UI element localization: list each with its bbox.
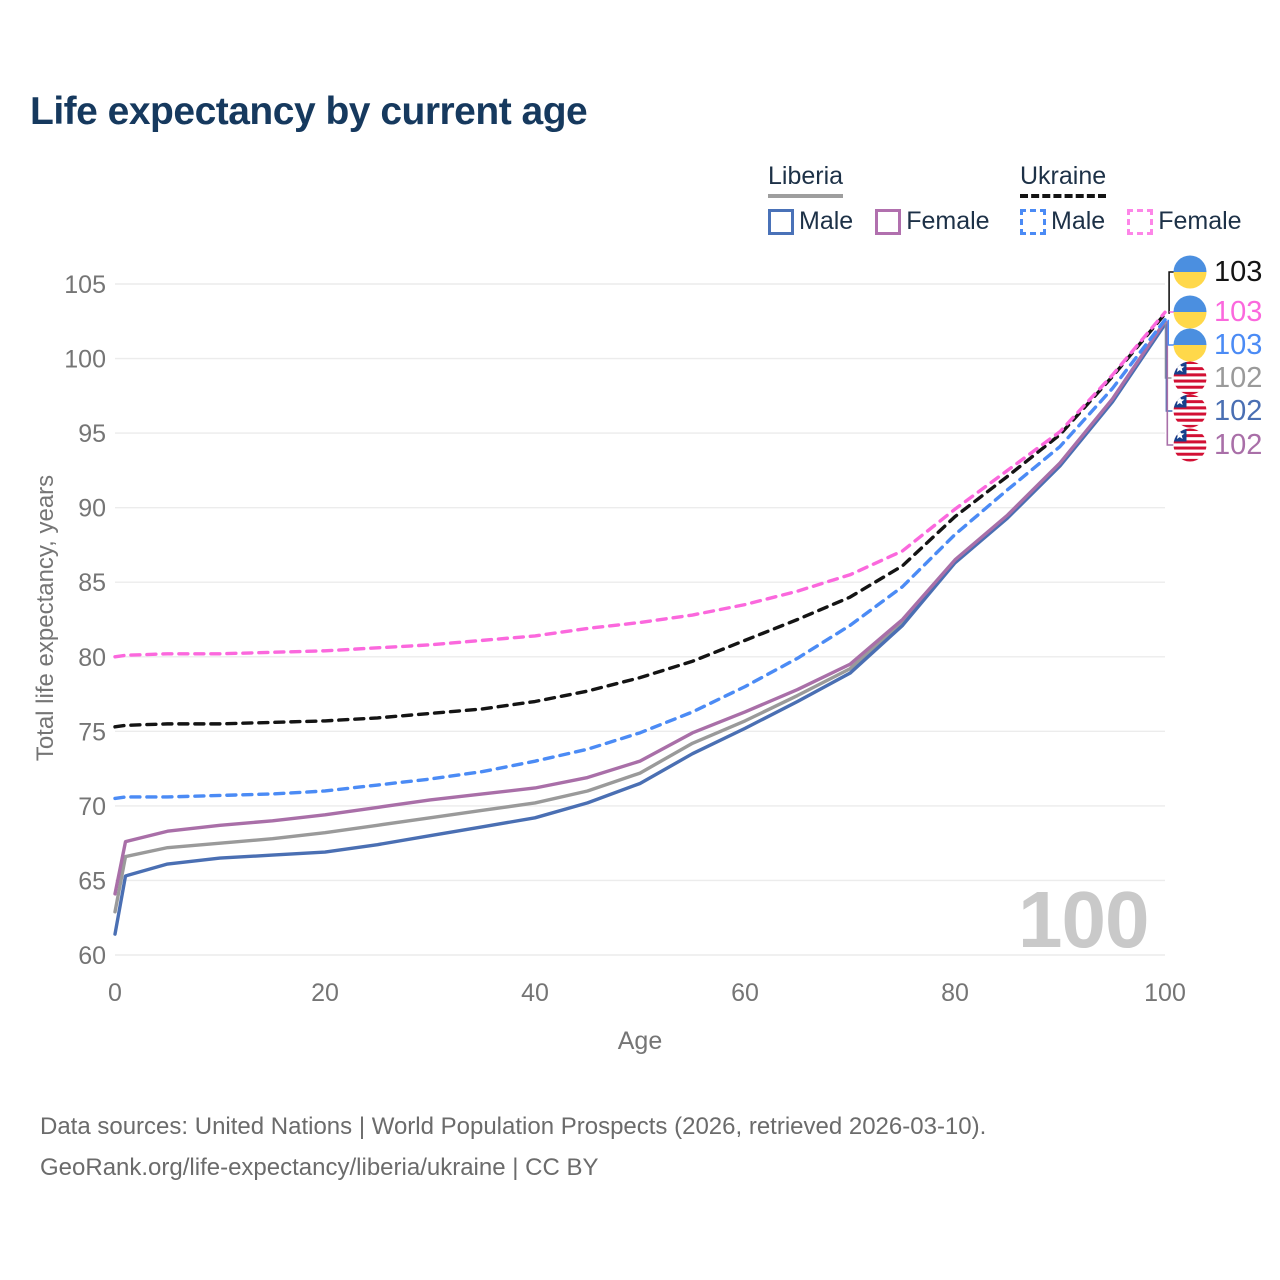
y-tick-65: 65 (78, 867, 106, 895)
end-label-ukraine-both: 103 (1173, 255, 1262, 289)
end-label-value: 102 (1214, 361, 1263, 394)
y-tick-100: 100 (64, 346, 106, 374)
x-tick-100: 100 (1144, 979, 1186, 1007)
x-tick-60: 60 (731, 979, 759, 1007)
end-label-value: 102 (1214, 394, 1263, 427)
legend-country-liberia: Liberia (768, 162, 844, 198)
end-label-connector-ukraine-both (1168, 271, 1176, 314)
chart-svg: 60 65 70 75 80 85 90 95 100 105 0 20 40 60 80 100 (64, 271, 1186, 1007)
footer: Data sources: United Nations | World Pop… (40, 1106, 986, 1188)
legend-label: Male (799, 207, 854, 235)
x-axis-title: Age (617, 1027, 663, 1055)
y-tick-85: 85 (78, 569, 106, 597)
age-watermark: 100 (1018, 875, 1149, 964)
legend-group-liberia: Liberia Male Female (768, 162, 1012, 236)
series-line-liberia-male (113, 322, 1167, 936)
series-line-liberia-both (113, 321, 1167, 914)
series-line-ukraine-both (113, 312, 1167, 729)
ukraine-female-swatch-icon (1127, 208, 1154, 235)
end-label-value: 103 (1214, 295, 1263, 328)
y-tick-70: 70 (78, 793, 106, 821)
end-label-connector-liberia-male (1165, 324, 1173, 412)
liberia-flag-icon (1173, 361, 1207, 395)
end-label-connector-liberia-female (1166, 321, 1174, 446)
end-label-ukraine-male: 103 (1173, 328, 1262, 362)
legend-label: Female (906, 207, 990, 235)
end-label-liberia-male: 102 (1173, 394, 1262, 428)
series-line-liberia-female (113, 319, 1167, 896)
end-label-liberia-both: 102 (1173, 361, 1262, 395)
end-label-ukraine-female: 103 (1173, 295, 1262, 329)
x-tick-40: 40 (521, 979, 549, 1007)
liberia-flag-icon (1173, 428, 1207, 462)
legend-label: Male (1051, 207, 1106, 235)
ukraine-flag-icon (1173, 295, 1207, 329)
y-tick-90: 90 (78, 495, 106, 523)
y-tick-60: 60 (78, 942, 106, 970)
footer-attribution: GeoRank.org/life-expectancy/liberia/ukra… (40, 1154, 599, 1181)
ukraine-flag-icon (1173, 255, 1207, 289)
y-tick-80: 80 (78, 644, 106, 672)
legend-group-ukraine: Ukraine Male Female (1020, 162, 1264, 236)
legend-item-ukraine-male: Male (1020, 207, 1105, 236)
legend-country-ukraine: Ukraine (1020, 162, 1107, 198)
x-tick-80: 80 (941, 979, 969, 1007)
footer-data-sources: Data sources: United Nations | World Pop… (40, 1113, 987, 1140)
liberia-female-swatch-icon (875, 208, 902, 235)
end-label-value: 103 (1214, 255, 1263, 288)
y-tick-105: 105 (64, 271, 106, 299)
liberia-male-swatch-icon (768, 208, 794, 235)
end-label-value: 102 (1214, 428, 1263, 461)
end-label-value: 103 (1214, 328, 1263, 361)
y-tick-95: 95 (78, 420, 106, 448)
end-label-connector-ukraine-male (1167, 319, 1175, 346)
legend-item-ukraine-female: Female (1127, 207, 1242, 236)
page-title: Life expectancy by current age (30, 90, 588, 133)
series-line-ukraine-male (113, 318, 1167, 801)
ukraine-male-swatch-icon (1020, 208, 1046, 235)
series-line-ukraine-female (113, 310, 1167, 659)
x-tick-20: 20 (311, 979, 339, 1007)
legend-item-liberia-male: Male (768, 207, 853, 236)
legend-item-liberia-female: Female (875, 207, 990, 236)
x-tick-0: 0 (108, 979, 122, 1007)
y-tick-75: 75 (78, 718, 106, 746)
legend-label: Female (1158, 207, 1242, 235)
end-label-connector-liberia-both (1164, 322, 1172, 379)
liberia-flag-icon (1173, 394, 1207, 428)
end-label-liberia-female: 102 (1173, 428, 1262, 462)
ukraine-flag-icon (1173, 328, 1207, 362)
